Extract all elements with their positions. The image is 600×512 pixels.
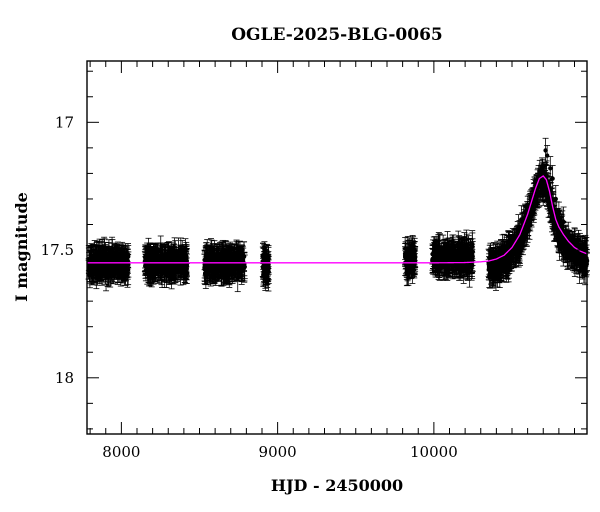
data-point (204, 270, 209, 276)
data-point (90, 264, 95, 270)
data-point (153, 264, 158, 270)
data-point (166, 257, 171, 262)
data-points (85, 137, 590, 293)
data-point (211, 270, 217, 276)
data-point (93, 256, 98, 261)
data-point (239, 265, 244, 270)
data-point (172, 263, 178, 268)
data-point (224, 257, 230, 263)
data-point (261, 257, 266, 263)
chart-title: OGLE-2025-BLG-0065 (231, 25, 443, 45)
data-point (103, 274, 109, 279)
data-point (145, 262, 150, 268)
data-point (184, 255, 189, 261)
data-point (159, 256, 164, 262)
data-point (143, 256, 149, 261)
data-point (219, 256, 225, 261)
data-point (241, 254, 247, 259)
data-point (219, 269, 224, 274)
data-point (410, 255, 415, 260)
data-point (171, 266, 176, 272)
plot-area (85, 137, 590, 293)
data-point (210, 253, 216, 258)
data-point (112, 263, 117, 268)
data-point (178, 258, 184, 263)
data-point (124, 265, 130, 270)
data-point (114, 255, 119, 261)
data-point (104, 257, 110, 262)
data-point (170, 257, 175, 262)
data-point (88, 256, 94, 261)
data-point (226, 271, 231, 277)
